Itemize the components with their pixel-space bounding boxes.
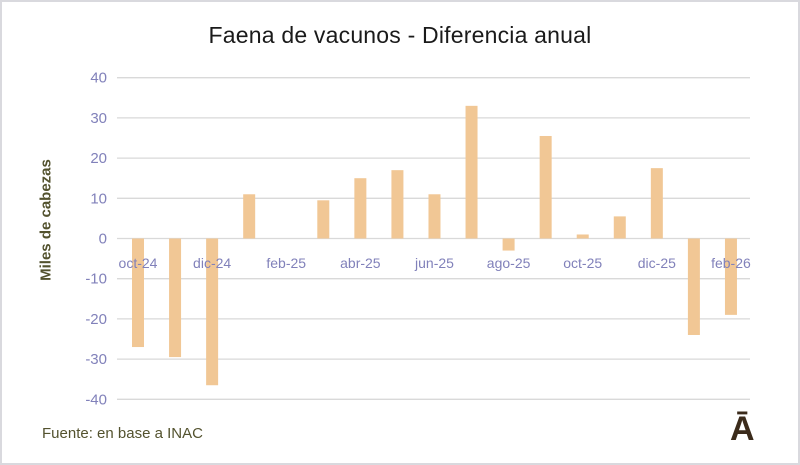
- bar-nov-24: [169, 238, 182, 358]
- x-tick-label: jun-25: [414, 255, 454, 271]
- y-tick-label: 40: [90, 70, 107, 87]
- bar-ene-25: [243, 194, 256, 239]
- bar-abr-25: [354, 178, 367, 239]
- bar-jul-25: [465, 105, 478, 239]
- bar-ago-25: [502, 238, 515, 251]
- brand-logo: Ā: [730, 410, 755, 448]
- y-tick-label: -40: [85, 391, 107, 408]
- y-tick-label: 10: [90, 190, 107, 207]
- y-tick-label: 30: [90, 110, 107, 127]
- bar-ene-26: [687, 238, 700, 335]
- x-tick-label: oct-24: [119, 255, 158, 271]
- bar-dic-24: [206, 238, 219, 386]
- bar-oct-25: [576, 234, 589, 239]
- source-note: Fuente: en base a INAC: [42, 425, 203, 442]
- bar-nov-25: [613, 216, 626, 239]
- chart-title: Faena de vacunos - Diferencia anual: [208, 22, 592, 48]
- x-tick-label: oct-25: [563, 255, 602, 271]
- x-tick-label: abr-25: [340, 255, 381, 271]
- bar-sep-25: [539, 135, 552, 239]
- bar-feb-26: [724, 238, 737, 315]
- y-tick-label: 20: [90, 150, 107, 167]
- bar-may-25: [391, 170, 404, 239]
- bar-dic-25: [650, 168, 663, 239]
- y-axis-title: Miles de cabezas: [37, 159, 55, 281]
- x-tick-label: ago-25: [487, 255, 531, 271]
- x-tick-label: feb-25: [266, 255, 306, 271]
- y-tick-label: 0: [99, 231, 107, 248]
- bar-oct-24: [132, 238, 144, 348]
- x-tick-label: dic-24: [193, 255, 231, 271]
- y-tick-label: -30: [85, 351, 107, 368]
- y-tick-label: -10: [85, 271, 107, 288]
- y-tick-label: -20: [85, 311, 107, 328]
- x-tick-label: dic-25: [638, 255, 676, 271]
- x-tick-label: feb-26: [711, 255, 751, 271]
- bar-jun-25: [428, 194, 441, 239]
- bar-mar-25: [317, 200, 330, 239]
